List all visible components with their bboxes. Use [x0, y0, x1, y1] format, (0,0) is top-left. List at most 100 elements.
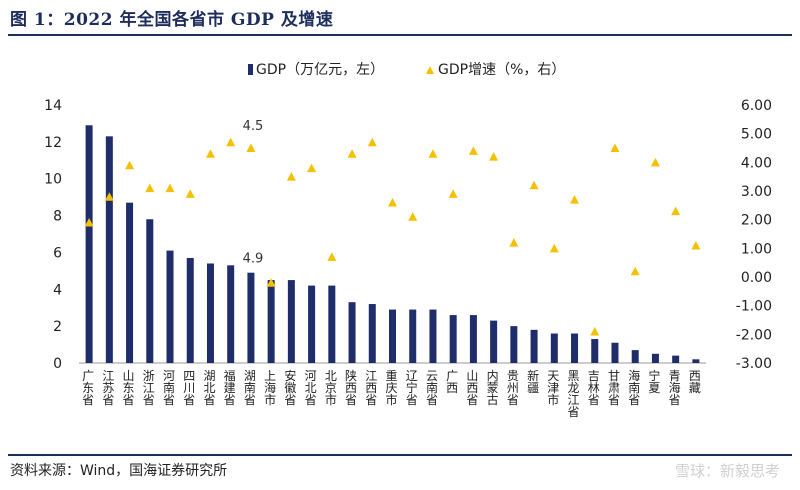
gdp-bar [247, 272, 255, 363]
growth-marker [205, 149, 215, 158]
gdp-bar [550, 333, 558, 363]
growth-marker [448, 189, 458, 198]
growth-marker [549, 243, 559, 253]
right-tick-label: -2.00 [736, 327, 772, 343]
gdp-bar [692, 359, 700, 363]
x-tick-label: 山西省 [466, 369, 478, 407]
annotations: 4.5 4.9 [243, 119, 264, 267]
gdp-bar [449, 315, 457, 363]
growth-marker [286, 172, 296, 181]
right-tick-label: 4.00 [741, 155, 772, 171]
x-tick-label: 内蒙古 [487, 369, 499, 407]
gdp-bar [85, 125, 93, 364]
gdp-bar [328, 285, 336, 363]
left-tick-label: 14 [44, 98, 62, 114]
x-tick-label: 山东省 [123, 369, 135, 407]
x-tick-label: 湖南省 [244, 368, 256, 407]
gdp-bar [651, 353, 659, 363]
source-note: 资料来源：Wind，国海证券研究所 [10, 463, 228, 479]
x-tick-label: 湖北省 [203, 368, 215, 407]
right-tick-label: 5.00 [741, 127, 772, 143]
gdp-bar [206, 263, 214, 363]
left-tick-label: 4 [53, 282, 62, 298]
growth-marker [165, 183, 175, 193]
gdp-bar [510, 326, 518, 363]
growth-marker [327, 252, 337, 261]
growth-marker [428, 149, 438, 158]
growth-marker [529, 180, 539, 190]
growth-marker [84, 218, 94, 227]
gdp-bar [530, 329, 538, 363]
watermark: 雪球：新毅思考 [674, 462, 780, 480]
x-tick-label: 四川省 [183, 369, 195, 407]
growth-marker [145, 183, 155, 193]
gdp-bar [126, 202, 134, 363]
gdp-bar [267, 280, 275, 363]
gdp-bar [591, 339, 599, 363]
growth-marker [388, 197, 397, 207]
x-tick-label: 云南省 [426, 369, 438, 407]
right-tick-label: -3.00 [736, 356, 772, 372]
growth-markers [84, 137, 701, 336]
legend-bar-swatch [248, 64, 253, 75]
left-tick-label: 10 [44, 172, 62, 188]
x-tick-label: 河南省 [163, 369, 175, 407]
x-tick-label: 西藏 [689, 369, 701, 395]
right-tick-label: 1.00 [741, 241, 772, 257]
gdp-bars [85, 125, 700, 364]
x-tick-label: 宁夏 [648, 368, 660, 395]
growth-marker [185, 189, 195, 198]
x-tick-label: 浙江省 [143, 369, 155, 407]
gdp-bar [389, 309, 396, 363]
x-tick-label: 江苏省 [102, 369, 114, 407]
x-tick-label: 新疆 [527, 368, 539, 395]
legend-marker-swatch [426, 66, 434, 74]
x-tick-label: 吉林省 [588, 369, 600, 407]
gdp-bar [490, 320, 498, 363]
growth-marker [347, 149, 357, 158]
growth-marker [590, 326, 600, 336]
x-tick-label: 上海市 [264, 369, 276, 407]
gdp-bar [308, 285, 316, 363]
gdp-bar [166, 250, 174, 363]
right-tick-label: 0.00 [741, 270, 772, 286]
legend-marker-label: GDP增速（%，右） [438, 62, 565, 78]
gdp-bar [186, 257, 194, 363]
right-axis: -3.00 -2.00 -1.00 0.00 1.00 2.00 3.00 4.00 5.00 6… [736, 98, 772, 372]
gdp-bar [611, 342, 619, 363]
growth-marker [266, 278, 276, 287]
x-tick-label: 海南省 [628, 368, 640, 407]
x-tick-label: 福建省 [224, 368, 236, 407]
right-tick-label: -1.00 [736, 299, 772, 315]
x-tick-label: 重庆市 [385, 369, 397, 407]
growth-marker [408, 212, 418, 221]
gdp-bar [409, 309, 417, 363]
x-tick-label: 安徽省 [284, 368, 296, 407]
growth-marker [489, 152, 499, 161]
growth-marker [671, 206, 681, 216]
growth-marker [570, 195, 580, 204]
data-annotation: 4.5 [243, 119, 264, 134]
x-axis-labels: 广东省江苏省山东省浙江省河南省四川省湖北省福建省湖南省上海市安徽省河北省北京市陕… [82, 368, 701, 419]
gdp-bar [469, 315, 477, 363]
x-tick-label: 陕西省 [345, 368, 357, 407]
gdp-bar [105, 136, 113, 363]
legend-bar-label: GDP（万亿元，左） [256, 62, 384, 78]
growth-marker [509, 238, 519, 247]
left-axis: 0 2 4 6 8 10 12 14 [44, 98, 706, 372]
gdp-bar [368, 304, 376, 363]
legend: GDP（万亿元，左） GDP增速（%，右） [248, 62, 565, 78]
left-tick-label: 12 [44, 135, 62, 151]
right-tick-label: 2.00 [741, 213, 772, 229]
x-tick-label: 江西省 [365, 369, 377, 407]
right-tick-label: 6.00 [741, 98, 772, 114]
gdp-bar [631, 350, 639, 363]
gdp-bar [571, 333, 579, 363]
x-tick-label: 黑龙江省 [568, 369, 580, 419]
left-tick-label: 8 [53, 209, 62, 225]
growth-marker [610, 143, 620, 152]
x-tick-label: 北京市 [325, 369, 337, 407]
growth-marker [468, 146, 478, 155]
bottom-rule [8, 454, 792, 456]
